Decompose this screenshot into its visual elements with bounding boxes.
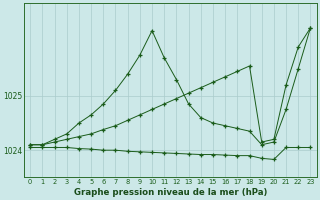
- X-axis label: Graphe pression niveau de la mer (hPa): Graphe pression niveau de la mer (hPa): [74, 188, 267, 197]
